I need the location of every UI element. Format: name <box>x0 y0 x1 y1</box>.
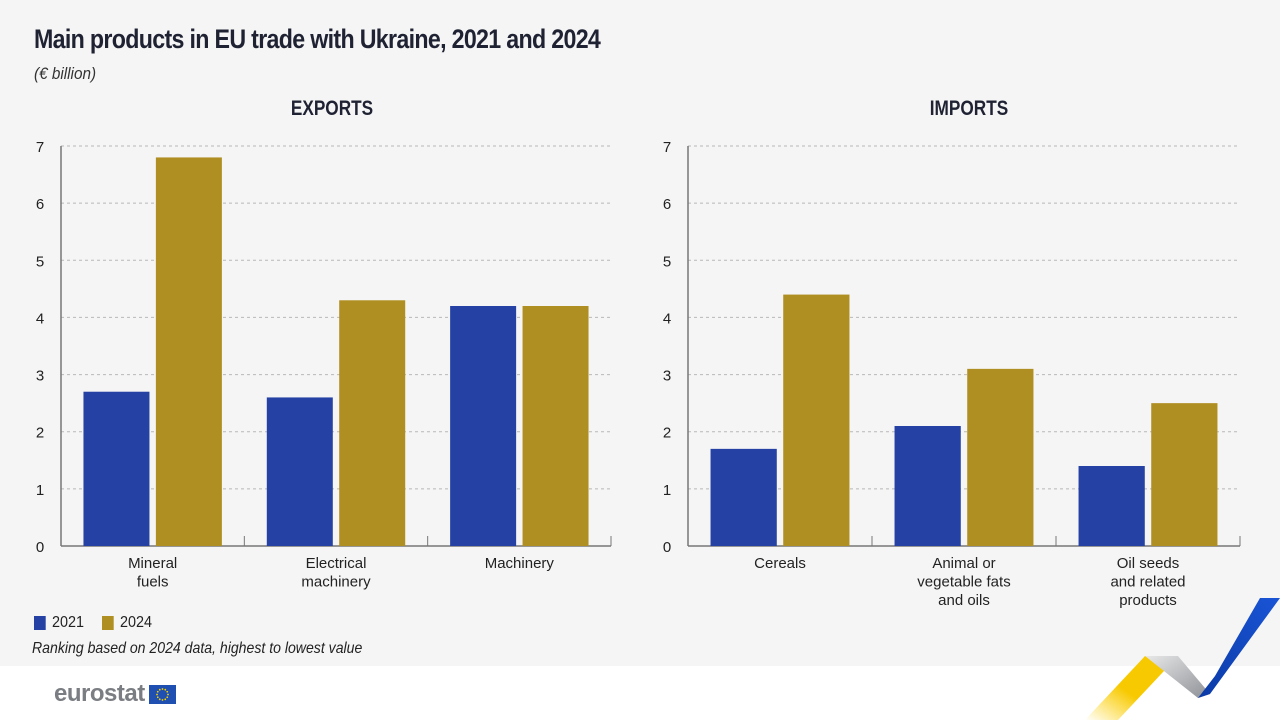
exports-bar-2024 <box>339 300 406 546</box>
logo-text: eurostat <box>54 680 145 707</box>
exports-bar-2021 <box>450 306 517 546</box>
imports-category-label: and oils <box>938 592 990 609</box>
exports-y-tick-label: 7 <box>36 139 44 156</box>
exports-bar-2021 <box>266 397 333 546</box>
chart-title: Main products in EU trade with Ukraine, … <box>34 24 601 54</box>
imports-y-tick-label: 3 <box>663 368 671 385</box>
exports-y-tick-label: 4 <box>36 310 44 327</box>
exports-category-label: Machinery <box>485 555 555 572</box>
legend-label-2024: 2024 <box>119 614 152 631</box>
imports-category-label: Cereals <box>754 555 806 572</box>
imports-y-tick-label: 7 <box>663 139 671 156</box>
imports-y-tick-label: 6 <box>663 196 671 213</box>
imports-bar-2021 <box>894 426 961 546</box>
legend: 2021 2024 <box>34 614 169 632</box>
exports-title: EXPORTS <box>290 97 374 120</box>
legend-swatch-2024 <box>101 616 114 630</box>
exports-bar-2021 <box>83 391 150 546</box>
chart-canvas: 0 1 2 3 4 5 6 7 Mineral fuels Electrical machinery M… <box>36 139 1241 609</box>
legend-label-2021: 2021 <box>52 614 85 631</box>
imports-category-label: vegetable fats <box>917 574 1010 591</box>
imports-y-tick-label: 2 <box>663 425 671 442</box>
imports-category-label: Animal or <box>932 555 995 572</box>
decorative-ribbon-graphic <box>1085 598 1280 720</box>
exports-bar-2024 <box>522 306 589 546</box>
exports-y-tick-label: 6 <box>36 196 44 213</box>
imports-title: IMPORTS <box>929 97 1009 120</box>
chart-subtitle: (€ billion) <box>34 64 97 83</box>
exports-category-label: machinery <box>301 574 371 591</box>
exports-category-label: Mineral <box>128 555 177 572</box>
yellow-ribbon <box>1085 656 1178 720</box>
blue-ribbon <box>1198 598 1280 698</box>
imports-y-tick-label: 1 <box>663 482 671 499</box>
imports-bar-2024 <box>783 294 850 546</box>
imports-category-label: and related <box>1110 574 1185 591</box>
exports-y-tick-label: 2 <box>36 425 44 442</box>
imports-bar-2021 <box>710 448 777 546</box>
eurostat-logo: eurostat <box>54 680 176 708</box>
legend-item-2024: 2024 <box>101 614 152 632</box>
exports-category-label: fuels <box>137 574 169 591</box>
imports-y-tick-label: 0 <box>663 539 671 556</box>
imports-y-tick-label: 5 <box>663 253 671 270</box>
eu-flag-icon <box>148 684 176 704</box>
imports-bar-2021 <box>1078 466 1145 546</box>
exports-y-tick-label: 5 <box>36 253 44 270</box>
imports-category-label: products <box>1119 592 1177 609</box>
imports-category-label: Oil seeds <box>1117 555 1180 572</box>
grey-ribbon <box>1145 656 1210 698</box>
imports-y-tick-label: 4 <box>663 310 671 327</box>
exports-y-tick-label: 1 <box>36 482 44 499</box>
imports-bar-2024 <box>967 368 1034 546</box>
legend-item-2021: 2021 <box>34 614 84 632</box>
imports-bar-2024 <box>1151 403 1218 546</box>
exports-bar-2024 <box>155 157 222 546</box>
exports-category-label: Electrical <box>306 555 367 572</box>
exports-y-tick-label: 0 <box>36 539 44 556</box>
legend-swatch-2021 <box>34 616 46 630</box>
ranking-note: Ranking based on 2024 data, highest to l… <box>32 640 363 657</box>
exports-y-tick-label: 3 <box>36 368 44 385</box>
